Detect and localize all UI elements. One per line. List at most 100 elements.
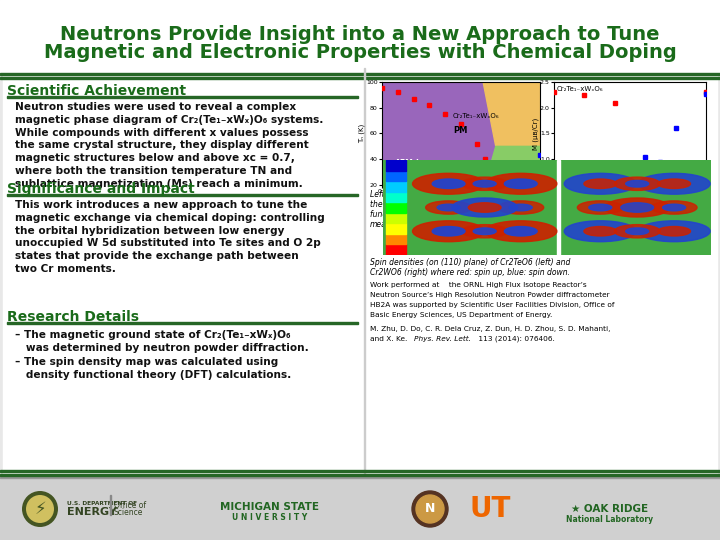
Text: the paramagnetic phase. Right: Magnetization as a: the paramagnetic phase. Right: Magnetiza… [370, 200, 566, 209]
Text: Cr₂Te₁₋xWₓO₆: Cr₂Te₁₋xWₓO₆ [453, 113, 500, 119]
Y-axis label: Tₙ (K): Tₙ (K) [359, 124, 365, 143]
Bar [7, 96, 358, 98]
Circle shape [638, 173, 710, 194]
Text: This work introduces a new approach to tune the: This work introduces a new approach to t… [15, 200, 307, 210]
Circle shape [485, 221, 557, 242]
Bar [7, 322, 358, 323]
Text: While compounds with different x values possess: While compounds with different x values … [15, 127, 308, 138]
Text: PM: PM [453, 126, 467, 136]
Text: ★ OAK RIDGE: ★ OAK RIDGE [572, 504, 649, 514]
Bar [110, 495, 111, 515]
Bar [386, 213, 406, 224]
Bar [386, 245, 406, 255]
Circle shape [657, 226, 690, 236]
Text: sublattice magnetization (Ms) reach a minimum.: sublattice magnetization (Ms) reach a mi… [15, 179, 302, 189]
Polygon shape [485, 146, 540, 185]
Y-axis label: M (μʙ/Cr): M (μʙ/Cr) [532, 117, 539, 150]
Text: UT: UT [469, 495, 510, 523]
Text: and X. Ke.: and X. Ke. [370, 336, 410, 342]
Text: Scientific Achievement: Scientific Achievement [7, 84, 186, 98]
Bar [0, 476, 720, 478]
Circle shape [584, 179, 617, 188]
Text: the orbital hybridization between low energy: the orbital hybridization between low en… [15, 226, 284, 235]
Text: ENERGY: ENERGY [67, 507, 117, 517]
Circle shape [626, 228, 649, 234]
Circle shape [473, 228, 496, 234]
Circle shape [437, 204, 460, 211]
Text: two Cr moments.: two Cr moments. [15, 264, 116, 274]
Polygon shape [382, 82, 540, 146]
Text: Basic Energy Sciences, US Department of Energy.: Basic Energy Sciences, US Department of … [370, 312, 552, 318]
Circle shape [485, 173, 557, 194]
Circle shape [657, 179, 690, 188]
X-axis label: x: x [459, 195, 463, 205]
Circle shape [413, 221, 485, 242]
Text: magnetic structures below and above xc = 0.7,: magnetic structures below and above xc =… [15, 153, 295, 163]
Circle shape [473, 180, 496, 187]
Text: Left: TN–x phase diagram of Cr₂(Te₁₋xWₓ)O₆. PM represents: Left: TN–x phase diagram of Cr₂(Te₁₋xWₓ)… [370, 190, 597, 199]
Text: N: N [425, 503, 435, 516]
Text: Office of: Office of [114, 501, 146, 510]
Bar [7, 194, 358, 195]
Bar [3, 68, 717, 478]
Circle shape [462, 177, 508, 191]
Circle shape [621, 202, 654, 212]
Text: magnetic phase diagram of Cr₂(Te₁₋xWₓ)O₆ systems.: magnetic phase diagram of Cr₂(Te₁₋xWₓ)O₆… [15, 115, 323, 125]
Text: Research Details: Research Details [7, 310, 139, 324]
Text: 113 (2014): 076406.: 113 (2014): 076406. [476, 336, 555, 342]
Text: states that provide the exchange path between: states that provide the exchange path be… [15, 251, 299, 261]
Text: the same crystal structure, they display different: the same crystal structure, they display… [15, 140, 309, 151]
Text: ⚡: ⚡ [34, 500, 46, 518]
Circle shape [26, 495, 54, 523]
Bar [386, 181, 406, 192]
Bar [0, 72, 720, 75]
Text: MICHIGAN STATE: MICHIGAN STATE [220, 502, 320, 512]
Text: Neutron studies were used to reveal a complex: Neutron studies were used to reveal a co… [15, 102, 296, 112]
Text: Phys. Rev. Lett.: Phys. Rev. Lett. [414, 336, 471, 342]
Bar [386, 224, 406, 234]
Text: HB2A was supported by Scientific User Facilities Division, Office of: HB2A was supported by Scientific User Fa… [370, 302, 614, 308]
Circle shape [662, 204, 685, 211]
Text: density functional theory (DFT) calculations.: density functional theory (DFT) calculat… [15, 370, 292, 380]
Text: AFM-II: AFM-II [496, 177, 518, 182]
Text: Significance and Impact: Significance and Impact [7, 182, 194, 196]
Text: Magnetic and Electronic Properties with Chemical Doping: Magnetic and Electronic Properties with … [44, 44, 676, 63]
Text: was determined by neutron powder diffraction.: was determined by neutron powder diffrac… [15, 343, 309, 353]
Circle shape [426, 201, 472, 214]
Bar [386, 192, 406, 202]
Text: National Laboratory: National Laboratory [567, 516, 654, 524]
Text: Cr2WO6 (right) where red: spin up, blue: spin down.: Cr2WO6 (right) where red: spin up, blue:… [370, 268, 570, 277]
Bar [0, 474, 720, 476]
Circle shape [22, 491, 58, 527]
Circle shape [604, 198, 670, 217]
Bar [386, 234, 406, 245]
Circle shape [614, 225, 660, 238]
Text: U N I V E R S I T Y: U N I V E R S I T Y [233, 513, 307, 522]
Text: Work performed at    the ORNL High Flux Isotope Reactor’s: Work performed at the ORNL High Flux Iso… [370, 282, 587, 288]
Circle shape [504, 226, 537, 236]
Bar [0, 0, 720, 72]
Bar [557, 160, 560, 255]
Bar [0, 77, 720, 79]
Circle shape [498, 201, 544, 214]
Text: Neutron Source’s High Resolution Neutron Powder diffractometer: Neutron Source’s High Resolution Neutron… [370, 292, 610, 298]
Circle shape [589, 204, 612, 211]
Text: measurements.: measurements. [370, 220, 430, 229]
X-axis label: x: x [628, 195, 632, 205]
Bar [0, 478, 720, 540]
Text: where both the transition temperature TN and: where both the transition temperature TN… [15, 166, 292, 176]
Circle shape [504, 179, 537, 188]
Circle shape [638, 221, 710, 242]
Bar [386, 160, 406, 171]
Bar [386, 171, 406, 181]
Circle shape [577, 201, 624, 214]
Text: Cr₂Te₁₋xWₓO₆: Cr₂Te₁₋xWₓO₆ [557, 86, 603, 92]
Text: U.S. DEPARTMENT OF: U.S. DEPARTMENT OF [67, 501, 137, 506]
Polygon shape [382, 82, 496, 185]
Text: AFM-I: AFM-I [395, 159, 420, 168]
Circle shape [626, 180, 649, 187]
Text: – The magnetic ground state of Cr₂(Te₁₋xWₓ)O₆: – The magnetic ground state of Cr₂(Te₁₋x… [15, 330, 291, 340]
Circle shape [432, 179, 465, 188]
Circle shape [468, 202, 501, 212]
Circle shape [413, 173, 485, 194]
